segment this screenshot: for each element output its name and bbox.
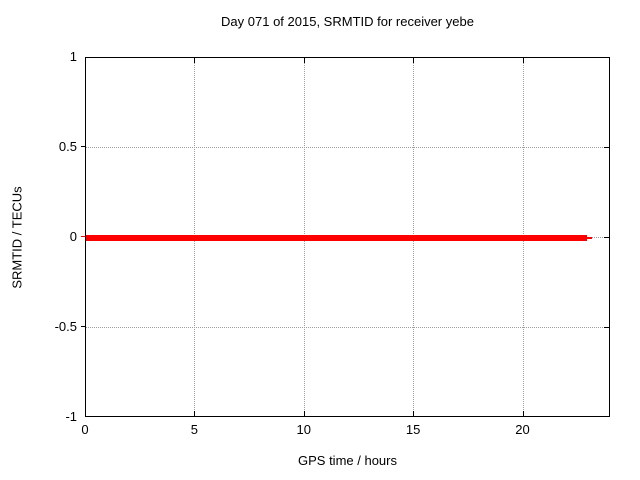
y-tick-label: 0.5 (58, 139, 77, 154)
y-tick-label: 0 (69, 229, 77, 244)
x-tick-mark-bottom (303, 411, 305, 416)
y-tick-mark-left-outward (81, 326, 85, 327)
y-tick-label: -1 (65, 409, 77, 424)
chart-title: Day 071 of 2015, SRMTID for receiver yeb… (221, 14, 474, 29)
x-tick-label: 10 (296, 422, 311, 437)
y-tick-mark-left-outward (81, 236, 85, 237)
data-line-srmtid-end-stub (586, 237, 592, 239)
grid-line-horizontal (86, 327, 609, 328)
x-tick-mark-top (522, 58, 524, 63)
y-tick-label: 1 (69, 49, 77, 64)
x-tick-mark-top (194, 58, 196, 63)
x-tick-mark-bottom (85, 411, 86, 416)
x-tick-label: 15 (405, 422, 421, 437)
x-tick-mark-top (85, 58, 86, 63)
x-tick-label: 20 (515, 422, 530, 437)
y-tick-mark-right (604, 327, 609, 328)
x-tick-mark-bottom (522, 411, 524, 416)
plot-area (85, 57, 610, 417)
grid-line-horizontal (86, 147, 609, 148)
x-tick-mark-top (303, 58, 305, 63)
x-axis-label: GPS time / hours (298, 453, 397, 468)
x-tick-mark-bottom (413, 411, 415, 416)
y-tick-mark-right (604, 147, 609, 148)
data-line-srmtid (86, 235, 587, 241)
x-tick-label: 5 (190, 422, 198, 437)
y-tick-mark-left-outward (81, 146, 85, 147)
y-tick-label: -0.5 (54, 319, 77, 334)
x-tick-mark-top (413, 58, 415, 63)
x-tick-mark-bottom (194, 411, 196, 416)
y-tick-mark-right (604, 237, 609, 238)
x-tick-label: 0 (81, 422, 89, 437)
